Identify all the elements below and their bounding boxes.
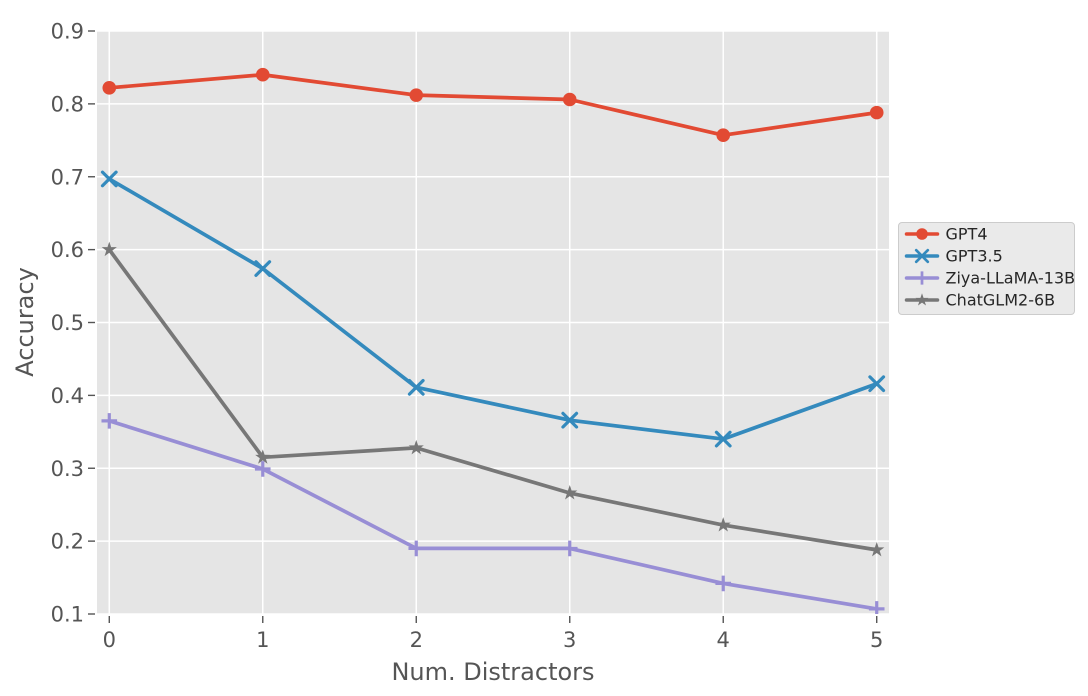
x-tick-label: 3 <box>563 628 576 652</box>
series-line <box>107 177 879 441</box>
plus-marker-icon <box>868 601 885 614</box>
series-line <box>107 247 879 552</box>
x-tick-label: 4 <box>717 628 730 652</box>
y-tick-label: 0.6 <box>51 238 84 262</box>
circle-marker-icon <box>409 88 424 102</box>
x-marker-icon <box>914 248 930 264</box>
plus-marker-icon <box>101 413 118 429</box>
x-axis-label: Num. Distractors <box>391 658 594 686</box>
x-marker-icon <box>868 375 886 393</box>
series-chatglm2-6b <box>101 241 885 557</box>
star-marker-icon <box>915 293 929 306</box>
legend-item-label: Ziya-LLaMA-13B <box>946 269 1076 288</box>
legend-item: ChatGLM2-6B <box>904 291 1056 310</box>
legend: GPT4 GPT3.5 Ziya-LLaMA-13B ChatGLM2-6B <box>898 222 1076 315</box>
circle-marker-icon <box>102 81 117 95</box>
plus-marker-icon <box>561 540 578 557</box>
x-tick-label: 2 <box>410 628 423 652</box>
y-tick-label: 0.3 <box>51 457 84 481</box>
circle-marker-icon <box>255 67 270 82</box>
y-tick-label: 0.9 <box>51 20 84 44</box>
y-tick-label: 0.7 <box>51 165 84 189</box>
legend-item: Ziya-LLaMA-13B <box>904 269 1076 288</box>
series-gpt4 <box>102 67 884 143</box>
circle-marker-icon <box>562 92 577 107</box>
legend-item-label: ChatGLM2-6B <box>946 291 1056 310</box>
y-tick-label: 0.1 <box>51 603 84 627</box>
x-marker-icon <box>407 378 425 396</box>
tick-layer: 0 1 2 3 4 5 0.1 0.2 0.3 0.4 0.5 0.6 0.7 0.8 0.9 <box>51 20 884 653</box>
star-marker-icon <box>715 517 731 532</box>
x-marker-icon <box>100 170 118 188</box>
legend-item: GPT3.5 <box>904 247 1003 266</box>
y-axis-label: Accuracy <box>11 267 39 377</box>
star-marker-icon <box>869 541 885 557</box>
y-tick-label: 0.5 <box>51 311 84 335</box>
star-marker-icon <box>408 439 424 455</box>
x-marker-icon <box>254 260 272 277</box>
circle-marker-icon <box>716 128 731 143</box>
y-tick-label: 0.2 <box>51 530 84 554</box>
series-line <box>107 419 879 611</box>
x-marker-icon <box>561 411 579 429</box>
legend-box <box>898 222 1075 315</box>
series-gpt3-5 <box>100 170 886 448</box>
y-tick-label: 0.8 <box>51 92 84 116</box>
plus-marker-icon <box>254 461 271 477</box>
x-tick-label: 0 <box>103 628 116 652</box>
series-layer <box>100 67 886 614</box>
star-marker-icon <box>101 241 117 257</box>
legend-item-label: GPT3.5 <box>946 247 1003 266</box>
circle-marker-icon <box>916 228 928 240</box>
y-tick-label: 0.4 <box>51 384 84 408</box>
series-ziya-llama-13b <box>101 413 885 614</box>
x-tick-label: 1 <box>256 628 269 652</box>
plus-marker-icon <box>915 271 929 285</box>
legend-item: GPT4 <box>904 225 988 244</box>
x-marker-icon <box>714 430 732 448</box>
star-marker-icon <box>562 485 578 500</box>
grid-layer <box>97 30 889 615</box>
plus-marker-icon <box>408 540 425 557</box>
star-marker-icon <box>255 449 271 464</box>
plus-marker-icon <box>715 575 732 592</box>
legend-item-label: GPT4 <box>946 225 988 244</box>
series-line <box>107 72 879 138</box>
circle-marker-icon <box>869 105 884 120</box>
x-tick-label: 5 <box>870 628 883 652</box>
